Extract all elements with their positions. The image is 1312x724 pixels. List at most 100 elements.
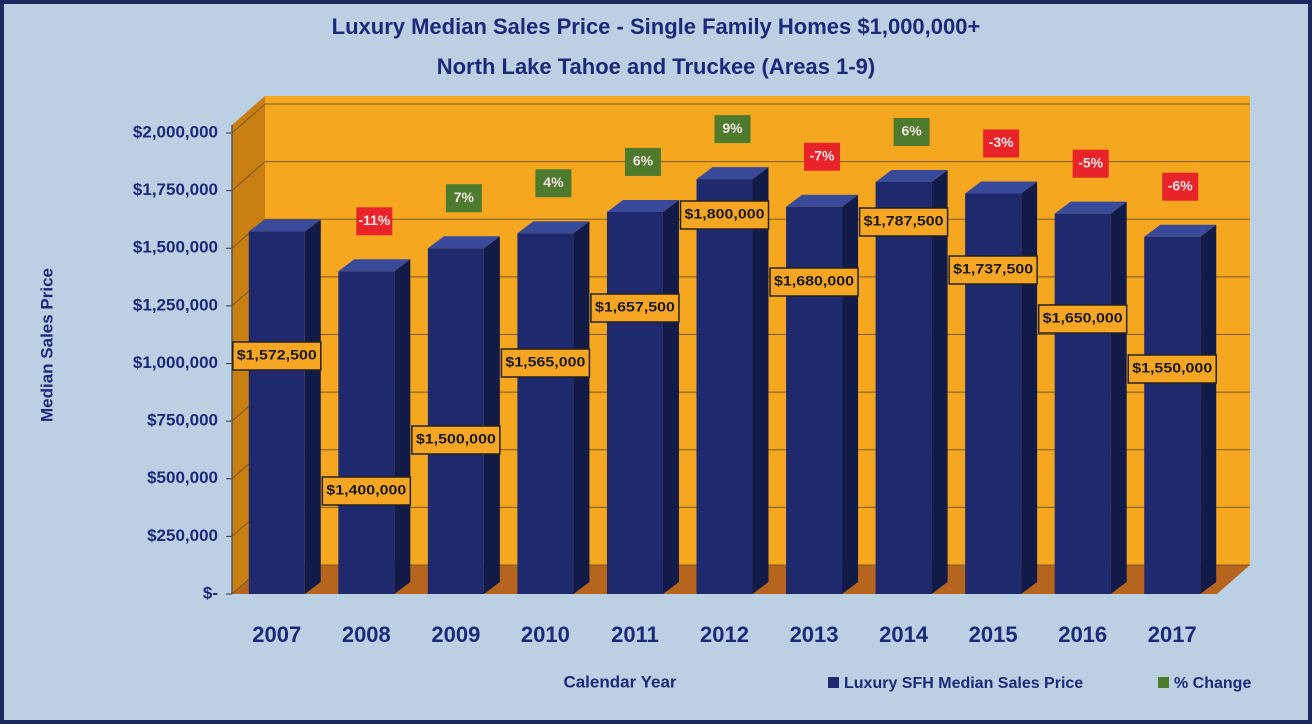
pct-change-label: -5% bbox=[1078, 154, 1103, 170]
value-label: $1,657,500 bbox=[595, 299, 675, 315]
bar-top bbox=[1054, 201, 1127, 214]
bar-top bbox=[338, 259, 411, 272]
bar-side bbox=[1200, 224, 1217, 594]
value-label: $1,800,000 bbox=[685, 206, 765, 222]
pct-change-label: -7% bbox=[810, 147, 835, 163]
bar-side bbox=[1110, 201, 1127, 595]
bar bbox=[606, 211, 663, 595]
bar-top bbox=[517, 221, 590, 234]
pct-change-label: -3% bbox=[989, 134, 1014, 150]
bar bbox=[517, 233, 574, 594]
bar bbox=[786, 206, 843, 594]
bar-side bbox=[394, 259, 411, 594]
value-label: $1,550,000 bbox=[1132, 360, 1212, 376]
y-tick-label: $1,250,000 bbox=[133, 295, 218, 314]
y-tick-label: $750,000 bbox=[147, 411, 218, 430]
bar-top bbox=[696, 167, 769, 180]
pct-change-box bbox=[893, 117, 930, 146]
bar-side bbox=[662, 199, 679, 595]
bar bbox=[965, 193, 1022, 594]
pct-change-box bbox=[1072, 149, 1109, 178]
bar-top bbox=[248, 219, 321, 232]
bar bbox=[248, 231, 305, 594]
bar-side bbox=[931, 169, 948, 594]
y-tick-label: $1,750,000 bbox=[133, 180, 218, 199]
legend-swatch bbox=[828, 677, 839, 688]
x-tick-label: 2015 bbox=[969, 622, 1018, 647]
bar-top bbox=[965, 181, 1038, 194]
bar-top bbox=[427, 236, 500, 249]
value-label: $1,737,500 bbox=[953, 261, 1033, 277]
value-label-box bbox=[769, 267, 859, 297]
pct-change-box bbox=[535, 169, 572, 198]
bar-side bbox=[1021, 181, 1038, 594]
value-label-box bbox=[590, 293, 680, 323]
value-label-box bbox=[858, 207, 949, 237]
chart-subtitle: North Lake Tahoe and Truckee (Areas 1-9) bbox=[437, 54, 876, 79]
y-tick-label: $1,500,000 bbox=[133, 238, 218, 257]
pct-change-box bbox=[983, 129, 1020, 158]
pct-change-label: 7% bbox=[454, 189, 475, 205]
y-tick-label: $- bbox=[203, 583, 218, 602]
value-label-box bbox=[679, 200, 770, 230]
value-label-box bbox=[321, 476, 412, 506]
pct-change-box bbox=[714, 115, 751, 144]
pct-change-label: 4% bbox=[543, 174, 564, 190]
bar-top bbox=[1144, 224, 1217, 237]
value-label: $1,500,000 bbox=[416, 431, 496, 447]
y-tick-label: $2,000,000 bbox=[133, 122, 218, 141]
value-label: $1,400,000 bbox=[326, 482, 406, 498]
value-label: $1,650,000 bbox=[1043, 310, 1123, 326]
pct-change-box bbox=[356, 207, 393, 236]
bar-side bbox=[304, 219, 321, 594]
y-tick-label: $500,000 bbox=[147, 468, 218, 487]
pct-change-box bbox=[445, 184, 482, 213]
x-tick-label: 2011 bbox=[611, 622, 659, 647]
value-label-box bbox=[948, 255, 1038, 285]
x-tick-label: 2013 bbox=[790, 622, 839, 647]
y-tick-label: $1,000,000 bbox=[133, 353, 218, 372]
bar bbox=[875, 181, 932, 594]
x-tick-label: 2017 bbox=[1148, 622, 1197, 647]
bar bbox=[696, 179, 753, 594]
grid-line-side bbox=[231, 161, 266, 192]
legend-label: % Change bbox=[1174, 675, 1251, 692]
bar-side bbox=[752, 167, 769, 594]
x-tick-label: 2008 bbox=[342, 622, 391, 647]
grid-line-side bbox=[231, 103, 266, 134]
pct-change-label: -11% bbox=[358, 212, 390, 228]
bar-side bbox=[483, 236, 500, 594]
value-label: $1,787,500 bbox=[864, 213, 944, 229]
pct-change-box bbox=[804, 142, 841, 171]
pct-change-label: -6% bbox=[1168, 177, 1193, 193]
x-tick-label: 2012 bbox=[700, 622, 749, 647]
value-label: $1,572,500 bbox=[237, 347, 317, 363]
bar bbox=[1054, 213, 1111, 595]
value-label-box bbox=[500, 348, 591, 378]
value-label-box bbox=[1127, 354, 1217, 384]
pct-change-label: 9% bbox=[722, 120, 743, 136]
y-axis-title: Median Sales Price bbox=[37, 268, 56, 422]
pct-change-box bbox=[1162, 172, 1199, 201]
bar-top bbox=[875, 169, 948, 182]
bar-top bbox=[606, 199, 679, 212]
x-tick-label: 2014 bbox=[879, 622, 929, 647]
x-tick-label: 2009 bbox=[431, 622, 480, 647]
value-label: $1,565,000 bbox=[505, 354, 585, 370]
y-tick-label: $250,000 bbox=[147, 526, 218, 545]
bar-top bbox=[786, 194, 859, 207]
bar bbox=[1144, 236, 1201, 594]
bar-side bbox=[842, 194, 859, 594]
bar-side bbox=[573, 221, 590, 594]
bar bbox=[338, 271, 395, 594]
x-axis-title: Calendar Year bbox=[563, 672, 676, 691]
chart-title: Luxury Median Sales Price - Single Famil… bbox=[332, 14, 981, 39]
value-label-box bbox=[1037, 304, 1128, 334]
legend-label: Luxury SFH Median Sales Price bbox=[844, 675, 1083, 692]
pct-change-label: 6% bbox=[633, 153, 654, 169]
bar bbox=[427, 248, 484, 594]
value-label-box bbox=[232, 341, 322, 371]
legend-swatch bbox=[1158, 677, 1169, 688]
value-label-box bbox=[411, 425, 501, 455]
